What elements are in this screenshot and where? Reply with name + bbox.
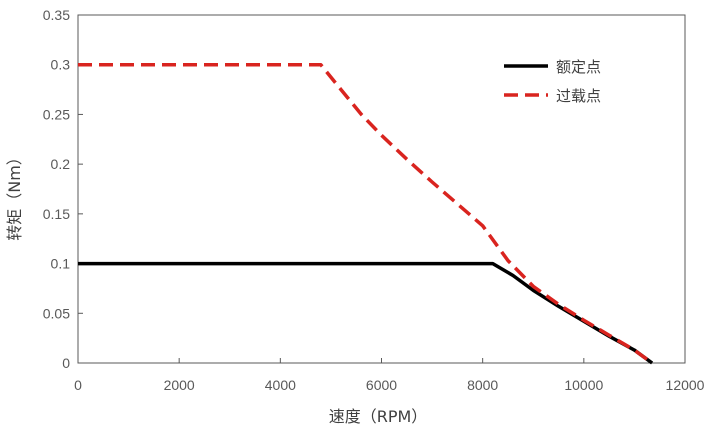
x-tick-label: 6000 xyxy=(366,377,397,393)
y-axis-ticks: 0 0.05 0.1 0.15 0.2 0.25 0.3 0.35 xyxy=(43,7,83,371)
plot-area xyxy=(77,14,686,364)
x-tick-label: 10000 xyxy=(564,377,603,393)
y-tick-label: 0.35 xyxy=(43,7,70,23)
x-axis-label: 速度（RPM） xyxy=(329,407,428,426)
x-tick-label: 12000 xyxy=(666,377,705,393)
legend-label-overload: 过载点 xyxy=(556,87,601,105)
x-tick-label: 2000 xyxy=(164,377,195,393)
x-tick-label: 8000 xyxy=(467,377,498,393)
y-tick-label: 0.3 xyxy=(51,57,71,73)
y-tick-label: 0.25 xyxy=(43,106,70,122)
y-axis-label: 转矩（Nm） xyxy=(5,149,24,241)
series-layer xyxy=(78,62,654,365)
legend-label-rated: 额定点 xyxy=(556,58,601,76)
y-tick-label: 0.15 xyxy=(43,206,70,222)
y-tick-label: 0.2 xyxy=(51,156,71,172)
x-tick-label: 4000 xyxy=(265,377,296,393)
x-tick-label: 0 xyxy=(74,377,82,393)
x-axis-ticks: 0 2000 4000 6000 8000 10000 12000 xyxy=(74,358,705,393)
y-tick-label: 0.1 xyxy=(51,256,71,272)
y-tick-label: 0 xyxy=(62,355,70,371)
y-tick-label: 0.05 xyxy=(43,305,70,321)
